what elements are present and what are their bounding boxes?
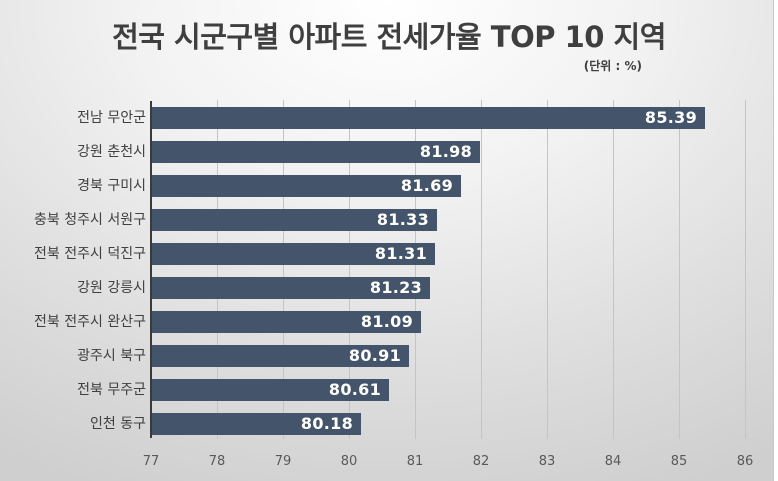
category-label: 인천 동구 [90,416,146,432]
gridline [217,100,218,439]
x-tick-label: 81 [406,454,424,469]
x-tick-label: 79 [274,454,292,469]
bar: 81.69 [152,175,461,197]
gridline [481,100,482,439]
gridline [349,100,350,439]
bar-value-label: 81.09 [360,312,413,331]
category-label: 전북 전주시 덕진구 [34,246,146,262]
category-label: 강원 강릉시 [77,280,146,296]
bar: 81.31 [152,243,435,265]
bar-value-label: 81.33 [376,210,429,229]
unit-label: (단위 : %) [583,59,642,73]
category-label: 전북 무주군 [77,382,146,398]
gridline [679,100,680,439]
bar: 81.09 [152,311,421,333]
x-tick-label: 85 [670,454,688,469]
category-label: 경북 구미시 [77,178,146,194]
gridline [613,100,614,439]
bar: 81.33 [152,209,437,231]
bar-value-label: 81.31 [374,244,427,263]
category-label: 전남 무안군 [77,110,146,126]
bar-value-label: 80.18 [300,414,353,433]
gridline [745,100,746,439]
gridline [547,100,548,439]
chart-title: 전국 시군구별 아파트 전세가율 TOP 10 지역 [112,20,666,54]
bar: 80.91 [152,345,409,367]
bar: 81.98 [152,141,480,163]
x-tick-label: 84 [604,454,622,469]
x-tick-label: 82 [472,454,490,469]
bar: 80.61 [152,379,389,401]
bar: 85.39 [152,107,705,129]
category-label: 광주시 북구 [77,348,146,364]
category-label: 강원 춘천시 [77,144,146,160]
bar-value-label: 81.98 [419,142,472,161]
y-axis-line [150,101,152,438]
x-tick-label: 78 [208,454,226,469]
x-tick-label: 80 [340,454,358,469]
gridline [415,100,416,439]
x-tick-label: 77 [142,454,160,469]
bar: 81.23 [152,277,430,299]
x-tick-label: 83 [538,454,556,469]
category-label: 충북 청주시 서원구 [34,212,146,228]
category-label: 전북 전주시 완산구 [34,314,146,330]
bar-value-label: 80.61 [328,380,381,399]
x-tick-label: 86 [736,454,754,469]
bar-value-label: 81.23 [369,278,422,297]
bar: 80.18 [152,413,361,435]
gridline [283,100,284,439]
bar-value-label: 81.69 [400,176,453,195]
bar-value-label: 85.39 [644,108,697,127]
bar-value-label: 80.91 [348,346,401,365]
